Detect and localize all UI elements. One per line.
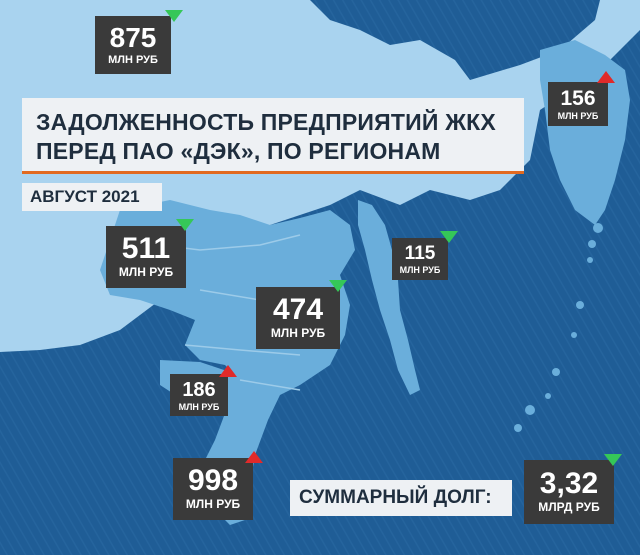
land-sakhalin bbox=[358, 200, 420, 395]
island bbox=[545, 393, 551, 399]
trend-up-icon bbox=[245, 451, 263, 463]
island bbox=[571, 332, 577, 338]
total-value: 3,32 МЛРД РУБ bbox=[524, 460, 614, 524]
region-value-186: 186 МЛН РУБ bbox=[170, 374, 228, 416]
trend-down-icon bbox=[440, 231, 458, 243]
island bbox=[593, 223, 603, 233]
value-unit: МЛН РУБ bbox=[118, 265, 174, 279]
title-line-1: ЗАДОЛЖЕННОСТЬ ПРЕДПРИЯТИЙ ЖКХ bbox=[36, 109, 496, 135]
region-value-875: 875 МЛН РУБ bbox=[95, 16, 171, 74]
value-number: 186 bbox=[182, 379, 216, 401]
island bbox=[514, 424, 522, 432]
value-unit: МЛН РУБ bbox=[185, 497, 241, 511]
value-number: 998 bbox=[187, 464, 239, 497]
value-unit: МЛРД РУБ bbox=[538, 500, 600, 514]
title-box: ЗАДОЛЖЕННОСТЬ ПРЕДПРИЯТИЙ ЖКХ ПЕРЕД ПАО … bbox=[22, 98, 524, 174]
trend-down-icon bbox=[329, 280, 347, 292]
trend-down-icon bbox=[176, 219, 194, 231]
trend-up-icon bbox=[219, 365, 237, 377]
region-value-998: 998 МЛН РУБ bbox=[173, 458, 253, 520]
value-number: 3,32 bbox=[539, 467, 599, 500]
island bbox=[587, 257, 593, 263]
island bbox=[552, 368, 560, 376]
value-unit: МЛН РУБ bbox=[108, 54, 158, 66]
value-unit: МЛН РУБ bbox=[399, 265, 441, 275]
region-value-156: 156 МЛН РУБ bbox=[548, 82, 608, 126]
value-number: 156 bbox=[560, 87, 596, 110]
trend-up-icon bbox=[597, 71, 615, 83]
title-line-2: ПЕРЕД ПАО «ДЭК», ПО РЕГИОНАМ bbox=[36, 138, 441, 164]
trend-down-icon bbox=[165, 10, 183, 22]
value-number: 875 bbox=[109, 22, 157, 53]
total-label: СУММАРНЫЙ ДОЛГ: bbox=[290, 480, 512, 516]
island bbox=[588, 240, 596, 248]
region-value-115: 115 МЛН РУБ bbox=[392, 238, 448, 280]
region-value-511: 511 МЛН РУБ bbox=[106, 226, 186, 288]
value-number: 115 bbox=[404, 243, 436, 264]
trend-down-icon bbox=[604, 454, 622, 466]
island bbox=[576, 301, 584, 309]
value-number: 474 bbox=[272, 293, 324, 326]
island bbox=[525, 405, 535, 415]
value-number: 511 bbox=[121, 232, 171, 265]
value-unit: МЛН РУБ bbox=[178, 402, 220, 412]
value-unit: МЛН РУБ bbox=[270, 326, 326, 340]
value-unit: МЛН РУБ bbox=[557, 111, 599, 121]
region-value-474: 474 МЛН РУБ bbox=[256, 287, 340, 349]
date-label: АВГУСТ 2021 bbox=[22, 183, 162, 211]
